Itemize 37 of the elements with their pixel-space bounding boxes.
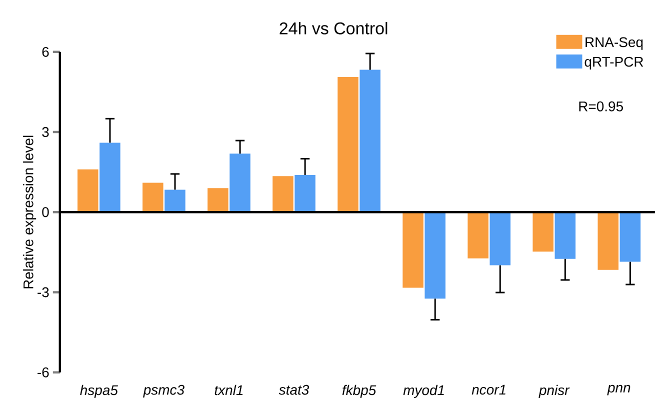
bar	[100, 142, 120, 212]
x-tick-label: fkbp5	[342, 384, 376, 398]
x-tick-label: myod1	[403, 384, 444, 398]
bar	[620, 212, 641, 262]
bar	[490, 212, 510, 266]
x-tick-label: pnn	[607, 384, 630, 396]
y-tick-label: 3	[42, 126, 49, 137]
bar	[554, 212, 576, 259]
annotation: R=0.95	[579, 101, 623, 112]
chart-title: 24h vs Control	[280, 22, 388, 34]
bar	[598, 212, 618, 270]
bar	[468, 212, 488, 258]
bar	[208, 188, 228, 212]
bar	[294, 174, 316, 212]
bar	[360, 70, 380, 212]
bar	[230, 154, 250, 212]
bar	[78, 169, 98, 212]
bar	[164, 190, 186, 212]
x-tick-label: txnl1	[214, 384, 243, 396]
y-tick-label: 0	[42, 207, 49, 217]
bar	[142, 182, 164, 212]
y-axis-title: Relative expression level	[23, 136, 36, 288]
y-tick-label: -3	[38, 287, 49, 298]
legend-label: qRT-PCR	[584, 56, 644, 70]
x-tick-label: ncor1	[472, 384, 506, 395]
y-tick-label: 6	[42, 46, 49, 57]
legend-label: RNA-Seq	[586, 37, 643, 50]
bar	[532, 212, 554, 252]
bar	[338, 76, 358, 212]
x-tick-label: psmc3	[143, 384, 184, 398]
x-tick-label: stat3	[278, 384, 310, 395]
bar	[424, 212, 446, 299]
x-tick-label: pnisr	[538, 384, 570, 398]
bar	[402, 212, 424, 288]
bar	[272, 176, 294, 212]
y-tick-label: -6	[38, 367, 49, 378]
x-tick-label: hspa5	[80, 384, 118, 398]
